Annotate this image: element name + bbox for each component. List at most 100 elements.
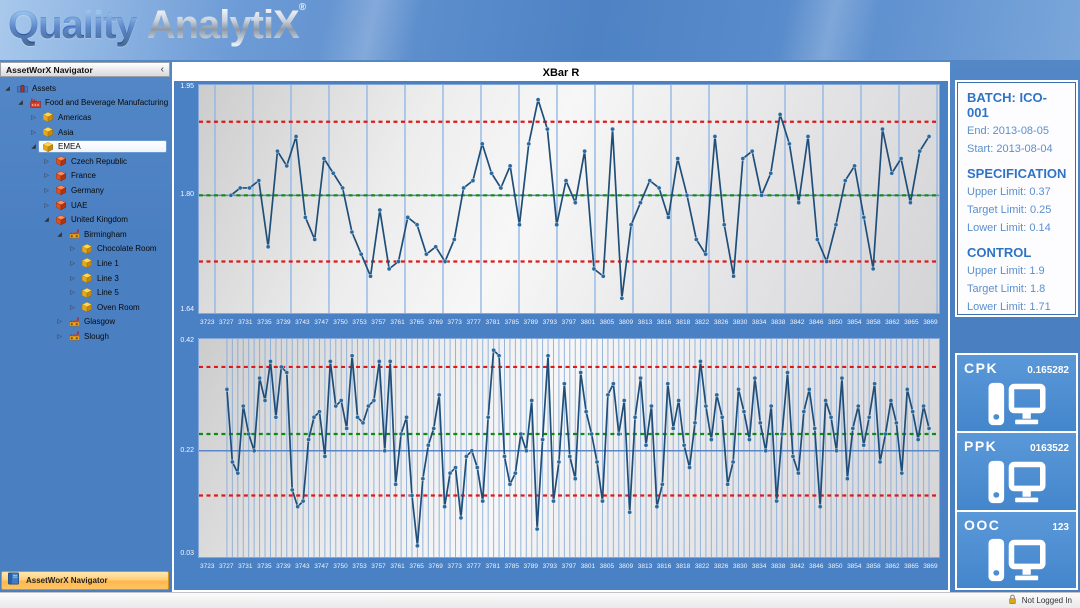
x-axis-tick: 3850 <box>828 318 843 326</box>
x-axis-tick: 3838 <box>770 562 786 570</box>
x-axis-tick: 3813 <box>637 318 653 326</box>
tree-item-line-5[interactable]: ▷ Line 5 <box>0 285 170 300</box>
expand-arrow-icon[interactable]: ▷ <box>70 290 75 297</box>
site-cube-icon <box>56 170 67 181</box>
expand-arrow-icon[interactable]: ▷ <box>31 129 36 136</box>
x-axis-tick: 3826 <box>713 318 729 326</box>
range-plot-area <box>198 338 940 558</box>
x-axis-tick: 3743 <box>295 562 310 570</box>
collapse-arrow-icon[interactable]: ◢ <box>31 144 36 151</box>
x-axis-tick: 3727 <box>219 562 234 570</box>
x-axis-tick: 3854 <box>847 562 862 570</box>
expand-arrow-icon[interactable]: ▷ <box>31 114 36 121</box>
tree-item-food-and-beverage-manufacturing[interactable]: ◢ Food and Beverage Manufacturing <box>0 96 170 111</box>
kpi-tile-ooc[interactable]: OOC 123 <box>957 511 1076 588</box>
tree-item-americas[interactable]: ▷ Americas <box>0 110 170 125</box>
tree-item-oven-room[interactable]: ▷ Oven Room <box>0 300 170 315</box>
x-axis-tick: 3753 <box>352 562 367 570</box>
notebook-icon <box>7 572 20 590</box>
expand-arrow-icon[interactable]: ▷ <box>70 304 75 311</box>
navigator-bottom-button[interactable]: AssetWorX Navigator <box>1 571 169 590</box>
x-axis-tick: 3739 <box>276 318 291 326</box>
collapse-arrow-icon[interactable]: ◢ <box>44 217 49 224</box>
expand-arrow-icon[interactable]: ▷ <box>57 319 62 326</box>
tree-item-united-kingdom[interactable]: ◢ United Kingdom <box>0 212 170 227</box>
tree-item-label: Americas <box>58 112 92 122</box>
tree-item-line-1[interactable]: ▷ Line 1 <box>0 256 170 271</box>
x-axis-tick: 3765 <box>409 562 424 570</box>
app-header: Quality AnalytiX® <box>0 0 1080 60</box>
expand-arrow-icon[interactable]: ▷ <box>44 158 49 165</box>
tree-item-birmingham[interactable]: ◢ Birmingham <box>0 227 170 242</box>
region-cube-icon <box>43 127 54 138</box>
tree-item-chocolate-room[interactable]: ▷ Chocolate Room <box>0 242 170 257</box>
spec-target-limit: Target Limit: 0.25 <box>967 204 1052 216</box>
x-axis-tick: 3793 <box>542 562 558 570</box>
batch-start-date: Start: 2013-08-04 <box>967 143 1053 155</box>
x-axis-tick: 3731 <box>238 318 253 326</box>
expand-arrow-icon[interactable]: ▷ <box>44 173 49 180</box>
tree-item-assets[interactable]: ◢ Assets <box>0 81 170 96</box>
computer-icon <box>957 533 1076 588</box>
batch-end-date: End: 2013-08-05 <box>967 125 1049 137</box>
x-axis-tick: 3773 <box>447 318 462 326</box>
tree-item-label: Birmingham <box>84 229 127 239</box>
lock-icon <box>1008 592 1017 608</box>
x-axis-tick: 3862 <box>885 318 900 326</box>
x-axis-tick: 3781 <box>485 562 500 570</box>
expand-arrow-icon[interactable]: ▷ <box>44 187 49 194</box>
x-axis-tick: 3769 <box>428 318 443 326</box>
tree-item-label: United Kingdom <box>71 215 128 225</box>
x-axis-tick: 3830 <box>732 562 748 570</box>
range-x-axis: 3723 3727 3731 3735 3739 3743 3747 3750 3753 3757… <box>198 558 940 574</box>
tree-item-slough[interactable]: ▷ Slough <box>0 329 170 344</box>
x-axis-tick: 3809 <box>618 318 634 326</box>
spec-upper-limit: Upper Limit: 0.37 <box>967 186 1051 198</box>
tree-item-glasgow[interactable]: ▷ Glasgow <box>0 315 170 330</box>
xbar-chart: 1.95 1.80 1.64 <box>180 83 940 314</box>
tree-item-asia[interactable]: ▷ Asia <box>0 125 170 140</box>
kpi-panel: CPK 0.165282 PPK 0163522 OOC 123 <box>955 353 1078 590</box>
ooc-label: OOC <box>964 516 1001 533</box>
tree-item-label: Oven Room <box>97 302 140 312</box>
tree-item-france[interactable]: ▷ France <box>0 169 170 184</box>
collapse-arrow-icon[interactable]: ◢ <box>5 85 10 92</box>
x-axis-tick: 3735 <box>257 562 272 570</box>
building-icon <box>17 83 28 93</box>
collapse-panel-icon[interactable]: ‹ <box>160 63 164 75</box>
tree-item-label: Food and Beverage Manufacturing <box>45 98 169 108</box>
x-axis-tick: 3822 <box>694 562 710 570</box>
x-axis-tick: 3723 <box>200 562 215 570</box>
collapse-arrow-icon[interactable]: ◢ <box>57 231 62 238</box>
tree-item-line-3[interactable]: ▷ Line 3 <box>0 271 170 286</box>
app-logo: Quality AnalytiX® <box>8 2 306 48</box>
collapse-arrow-icon[interactable]: ◢ <box>18 100 23 107</box>
tree-item-emea[interactable]: ◢ EMEA <box>0 139 170 154</box>
expand-arrow-icon[interactable]: ▷ <box>70 246 75 253</box>
computer-icon <box>957 454 1076 509</box>
tree-item-uae[interactable]: ▷ UAE <box>0 198 170 213</box>
expand-arrow-icon[interactable]: ▷ <box>57 333 62 340</box>
x-axis-tick: 3830 <box>732 318 748 326</box>
tree-item-label: France <box>71 171 96 181</box>
tree-item-germany[interactable]: ▷ Germany <box>0 183 170 198</box>
tree-item-czech-republic[interactable]: ▷ Czech Republic <box>0 154 170 169</box>
navigator-bottom-button-label: AssetWorX Navigator <box>26 576 108 585</box>
x-axis-tick: 3850 <box>828 562 843 570</box>
xbar-x-axis: 3723 3727 3731 3735 3739 3743 3747 3750 3753 3757… <box>198 314 940 330</box>
control-title: CONTROL <box>967 245 1032 260</box>
x-axis-tick: 3757 <box>371 562 386 570</box>
tree-item-label: Asia <box>58 127 74 137</box>
kpi-tile-ppk[interactable]: PPK 0163522 <box>957 433 1076 512</box>
control-target-limit: Target Limit: 1.8 <box>967 283 1046 295</box>
expand-arrow-icon[interactable]: ▷ <box>70 275 75 282</box>
x-axis-tick: 3731 <box>238 562 253 570</box>
x-axis-tick: 3793 <box>542 318 558 326</box>
kpi-tile-cpk[interactable]: CPK 0.165282 <box>957 355 1076 434</box>
x-axis-tick: 3826 <box>713 562 729 570</box>
x-axis-tick: 3785 <box>504 562 519 570</box>
x-axis-tick: 3757 <box>371 318 386 326</box>
expand-arrow-icon[interactable]: ▷ <box>44 202 49 209</box>
expand-arrow-icon[interactable]: ▷ <box>70 260 75 267</box>
navigator-header: AssetWorX Navigator ‹ <box>0 62 170 77</box>
